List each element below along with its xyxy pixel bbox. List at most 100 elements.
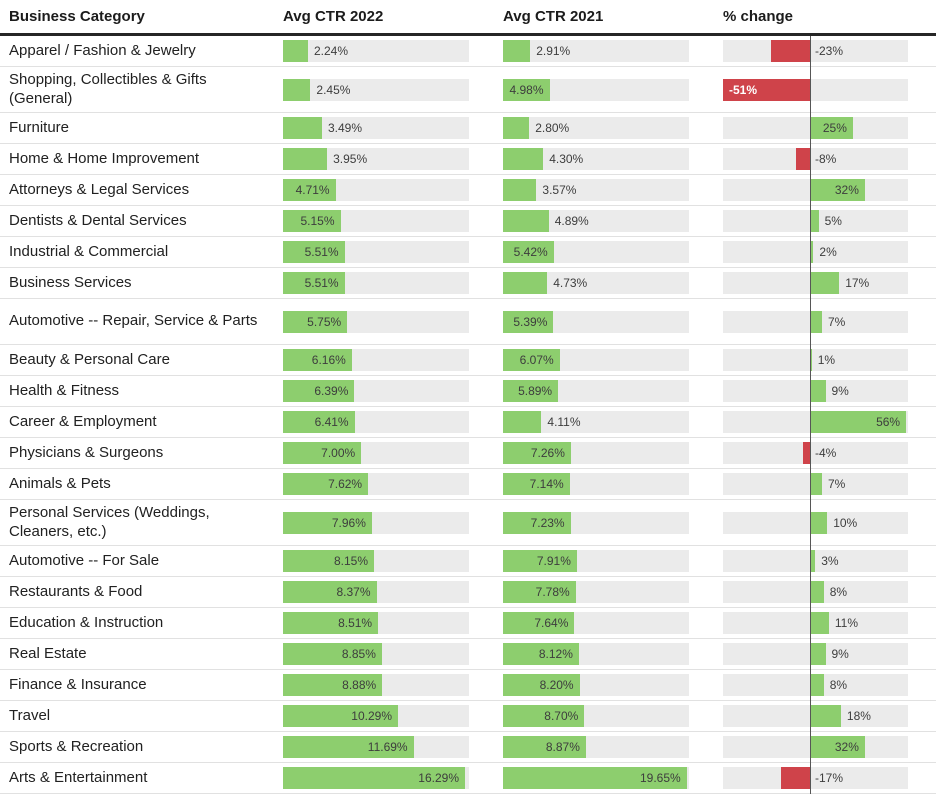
percent-change-value: 1% bbox=[817, 353, 836, 367]
ctr-2021-bar bbox=[503, 736, 586, 758]
percent-change-bar bbox=[810, 736, 865, 758]
category-label: Business Services bbox=[9, 273, 132, 291]
ctr-2022-bar bbox=[283, 581, 377, 603]
ctr-2022-value: 6.41% bbox=[314, 415, 349, 429]
percent-change-track: 8% bbox=[723, 581, 908, 603]
percent-change-bar bbox=[810, 310, 822, 333]
percent-change-track: 8% bbox=[723, 674, 908, 696]
ctr-2021-track: 5.39% bbox=[503, 310, 689, 333]
ctr-2022-track: 8.51% bbox=[283, 612, 469, 634]
ctr-2021-value: 8.70% bbox=[544, 709, 579, 723]
category-label: Personal Services (Weddings, Cleaners, e… bbox=[9, 503, 210, 540]
percent-change-track: 10% bbox=[723, 511, 908, 534]
percent-change-track: 56% bbox=[723, 411, 908, 433]
ctr-2022-bar bbox=[283, 241, 345, 263]
percent-change-bar bbox=[770, 40, 810, 62]
ctr-2021-bar bbox=[503, 705, 585, 727]
percent-change-track: 5% bbox=[723, 210, 908, 232]
ctr-2022-track: 2.24% bbox=[283, 40, 469, 62]
ctr-2021-bar bbox=[503, 349, 560, 371]
category-label: Health & Fitness bbox=[9, 381, 120, 399]
table-row: Dentists & Dental Services 5.15% 4.89% 5% bbox=[0, 206, 936, 237]
percent-change-value: -23% bbox=[815, 44, 844, 58]
ctr-2021-value: 5.89% bbox=[518, 384, 553, 398]
percent-change-bar bbox=[810, 550, 816, 572]
percent-change-track: 25% bbox=[723, 117, 908, 139]
ctr-2022-bar bbox=[283, 148, 328, 170]
percent-change-track: -23% bbox=[723, 40, 908, 62]
percent-change-value: 3% bbox=[821, 554, 839, 568]
percent-change-bar bbox=[803, 442, 810, 464]
percent-change-track: 18% bbox=[723, 705, 908, 727]
ctr-2021-track: 4.73% bbox=[503, 272, 689, 294]
percent-change-track: 32% bbox=[723, 179, 908, 201]
ctr-2022-value: 5.51% bbox=[304, 245, 339, 259]
ctr-2022-value: 8.85% bbox=[341, 647, 376, 661]
ctr-2021-bar bbox=[503, 643, 579, 665]
ctr-2022-track: 7.00% bbox=[283, 442, 469, 464]
ctr-2021-track: 2.80% bbox=[503, 117, 689, 139]
category-label: Travel bbox=[9, 706, 51, 724]
table-row: Automotive -- For Sale 8.15% 7.91% 3% bbox=[0, 546, 936, 577]
percent-change-bar bbox=[810, 511, 828, 534]
ctr-2021-bar bbox=[503, 272, 548, 294]
ctr-2022-bar bbox=[283, 179, 336, 201]
ctr-2022-track: 8.15% bbox=[283, 550, 469, 572]
percent-change-value: 8% bbox=[829, 585, 848, 599]
percent-change-bar bbox=[810, 241, 814, 263]
ctr-2022-bar bbox=[283, 40, 308, 62]
ctr-2022-bar bbox=[283, 643, 382, 665]
ctr-2021-value: 5.39% bbox=[513, 314, 548, 329]
ctr-2021-value: 5.42% bbox=[513, 245, 548, 259]
ctr-2021-track: 8.20% bbox=[503, 674, 689, 696]
table-row: Automotive -- Repair, Service & Parts 5.7… bbox=[0, 299, 936, 345]
ctr-2022-bar bbox=[283, 511, 372, 534]
ctr-2022-value: 3.95% bbox=[333, 152, 368, 166]
category-label: Apparel / Fashion & Jewelry bbox=[9, 41, 196, 59]
category-label: Shopping, Collectibles & Gifts (General) bbox=[9, 70, 207, 107]
ctr-2021-value: 3.57% bbox=[542, 183, 577, 197]
ctr-2022-bar bbox=[283, 380, 355, 402]
category-label: Furniture bbox=[9, 118, 70, 136]
ctr-2022-track: 16.29% bbox=[283, 767, 469, 789]
ctr-2021-value: 4.30% bbox=[549, 152, 584, 166]
percent-change-bar bbox=[810, 473, 822, 495]
percent-change-value: 32% bbox=[834, 183, 859, 197]
ctr-2021-track: 8.12% bbox=[503, 643, 689, 665]
ctr-2022-track: 6.41% bbox=[283, 411, 469, 433]
percent-change-value: 56% bbox=[876, 415, 901, 429]
table-row: Home & Home Improvement 3.95% 4.30% -8% bbox=[0, 144, 936, 175]
percent-change-track: 11% bbox=[723, 612, 908, 634]
category-label: Career & Employment bbox=[9, 412, 157, 430]
ctr-2021-value: 8.12% bbox=[538, 647, 573, 661]
ctr-2021-track: 7.78% bbox=[503, 581, 689, 603]
category-label: Animals & Pets bbox=[9, 474, 111, 492]
table-row: Shopping, Collectibles & Gifts (General)… bbox=[0, 67, 936, 113]
ctr-2021-bar bbox=[503, 117, 530, 139]
category-label: Dentists & Dental Services bbox=[9, 211, 187, 229]
ctr-2022-bar bbox=[283, 210, 341, 232]
ctr-2022-track: 5.51% bbox=[283, 241, 469, 263]
table-row: Animals & Pets 7.62% 7.14% 7% bbox=[0, 469, 936, 500]
table-row: Finance & Insurance 8.88% 8.20% 8% bbox=[0, 670, 936, 701]
ctr-2022-track: 11.69% bbox=[283, 736, 469, 758]
ctr-2021-bar bbox=[503, 612, 575, 634]
ctr-2021-track: 7.64% bbox=[503, 612, 689, 634]
ctr-2021-bar bbox=[503, 674, 580, 696]
percent-change-track: 32% bbox=[723, 736, 908, 758]
ctr-2021-bar bbox=[503, 40, 531, 62]
category-label: Attorneys & Legal Services bbox=[9, 180, 190, 198]
ctr-2021-value: 4.11% bbox=[547, 415, 581, 429]
ctr-2021-value: 8.20% bbox=[539, 678, 574, 692]
percent-change-track: -17% bbox=[723, 767, 908, 789]
ctr-2022-track: 7.62% bbox=[283, 473, 469, 495]
ctr-2022-bar bbox=[283, 310, 348, 333]
category-label: Real Estate bbox=[9, 644, 87, 662]
ctr-2021-bar bbox=[503, 241, 554, 263]
ctr-2022-track: 6.16% bbox=[283, 349, 469, 371]
ctr-2021-track: 7.14% bbox=[503, 473, 689, 495]
ctr-2021-value: 19.65% bbox=[639, 771, 681, 785]
percent-change-bar bbox=[810, 179, 865, 201]
ctr-2022-track: 5.15% bbox=[283, 210, 469, 232]
